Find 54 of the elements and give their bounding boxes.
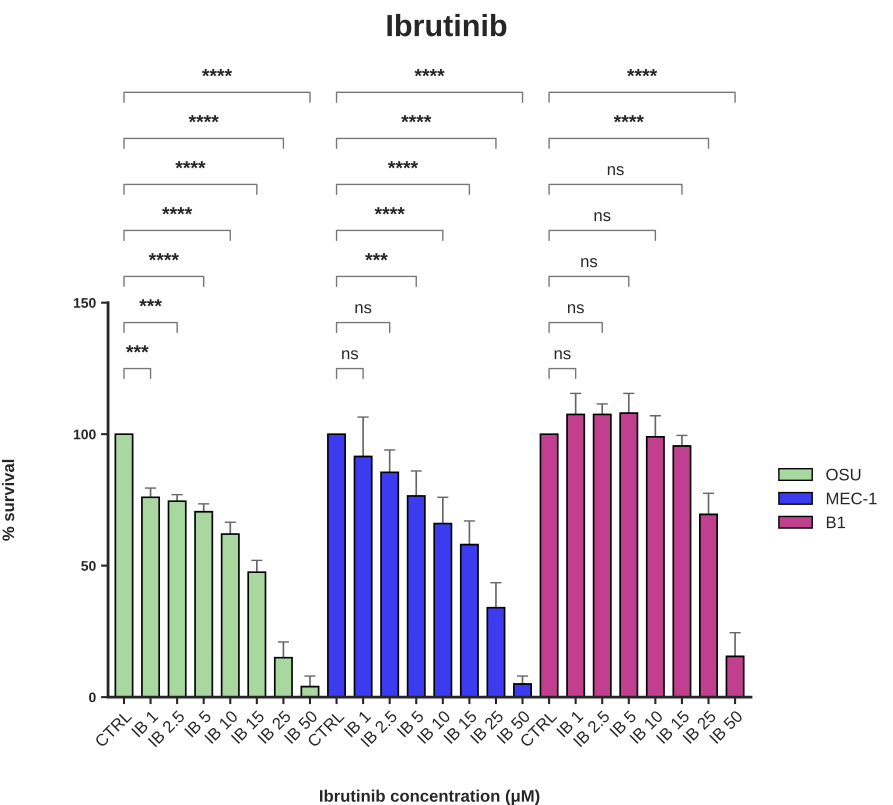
legend-label: OSU (826, 468, 860, 481)
text: **** (401, 115, 432, 122)
text: **** (388, 161, 418, 168)
bar (619, 412, 638, 698)
annotation: ns (568, 304, 584, 314)
bar (460, 544, 479, 698)
annotation: ns (355, 304, 372, 314)
y-tick-label: 50 (81, 560, 96, 571)
bar (194, 510, 214, 698)
bar (646, 436, 665, 698)
text: ns (581, 258, 598, 268)
text: **** (162, 207, 192, 214)
annotation: ns (342, 350, 358, 360)
text: **** (374, 207, 405, 214)
bar (114, 433, 134, 698)
text: **** (414, 69, 445, 76)
annotation: *** (126, 345, 149, 352)
bar (406, 495, 426, 698)
y-tick-label: 0 (89, 692, 96, 702)
x-axis-title: Ibrutinib concentration (μM) (320, 790, 540, 805)
legend-label: B1 (826, 516, 846, 528)
y-tick-label: 100 (74, 430, 96, 440)
bar (220, 533, 240, 698)
text: *** (365, 253, 388, 260)
bar (380, 471, 400, 698)
text: **** (202, 69, 232, 76)
bar (726, 656, 745, 698)
y-tick-label: 150 (74, 298, 96, 308)
bar (486, 606, 506, 698)
annotation: ns (554, 350, 571, 360)
legend-label: MEC-1 (826, 492, 877, 504)
text: **** (148, 253, 179, 260)
text: **** (627, 69, 658, 76)
bar (327, 433, 346, 698)
bar (672, 445, 692, 698)
annotation: *** (139, 299, 162, 306)
bar (513, 683, 532, 698)
y-axis-title: % survival (2, 460, 14, 541)
bar (354, 456, 373, 698)
bar (566, 414, 586, 698)
text: ns (594, 212, 610, 222)
bar (699, 514, 718, 698)
text: **** (188, 115, 219, 122)
bar (433, 522, 452, 698)
text: **** (175, 161, 206, 168)
bar (540, 433, 559, 698)
bar (168, 500, 187, 698)
bar (592, 414, 612, 698)
bar (274, 656, 293, 698)
bar (247, 571, 266, 698)
text: **** (614, 115, 644, 122)
bar (141, 496, 160, 698)
text: ns (608, 166, 624, 176)
chart-title: Ibrutinib (387, 14, 506, 36)
